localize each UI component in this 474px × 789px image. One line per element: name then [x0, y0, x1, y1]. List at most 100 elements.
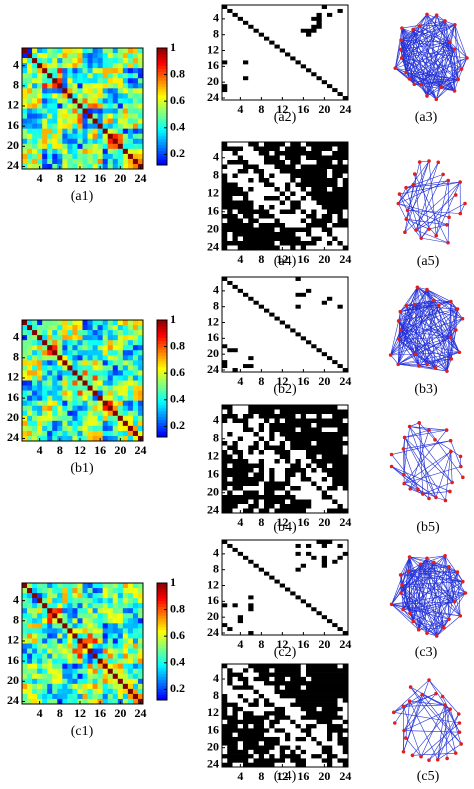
cell [321, 540, 328, 545]
cell [52, 430, 58, 437]
cell [112, 425, 119, 432]
cell [285, 348, 291, 353]
cell [258, 200, 265, 206]
cell [342, 218, 349, 224]
cell [82, 93, 88, 99]
cell [237, 72, 244, 77]
node [411, 183, 416, 187]
cell [253, 227, 260, 233]
cell [92, 593, 98, 599]
cell [227, 288, 233, 294]
cell [290, 196, 296, 201]
cell [107, 370, 114, 376]
edge [395, 67, 422, 85]
cell [295, 209, 302, 215]
cell [279, 205, 286, 210]
cell [290, 56, 296, 61]
cell [37, 58, 43, 64]
cell [117, 335, 124, 341]
cell [269, 44, 275, 49]
cell [137, 48, 144, 54]
cell [306, 241, 312, 246]
cell [321, 76, 328, 81]
cell [32, 108, 38, 114]
cell [264, 436, 270, 442]
cell [112, 613, 119, 619]
colorbar-step [157, 150, 167, 154]
cell [243, 352, 249, 357]
cell [227, 348, 233, 353]
cell [42, 430, 48, 437]
cell [248, 40, 254, 45]
cell [112, 330, 119, 336]
cell [306, 543, 312, 549]
cell [87, 123, 93, 129]
cell [82, 678, 88, 685]
cell [269, 32, 275, 37]
cell [264, 5, 270, 10]
node [401, 447, 406, 451]
cell [248, 200, 254, 206]
cell [342, 200, 349, 206]
cell [332, 160, 338, 165]
cell [237, 364, 244, 369]
cell [269, 68, 275, 73]
cell [122, 123, 129, 129]
cell [342, 76, 349, 81]
edge [426, 14, 442, 88]
cell [117, 663, 124, 670]
x-tick-label: 12 [276, 374, 288, 388]
cell [42, 628, 48, 634]
cell [253, 441, 260, 446]
node [436, 160, 441, 165]
cell [300, 441, 307, 446]
cell [279, 300, 286, 306]
node [400, 26, 404, 30]
cell [42, 123, 48, 129]
cell [332, 16, 338, 22]
cell [132, 658, 139, 664]
cell [300, 551, 307, 557]
cell [237, 155, 244, 161]
colorbar: 10.80.60.40.2 [156, 40, 185, 166]
cell [237, 405, 244, 410]
cell [316, 427, 323, 433]
cell [127, 653, 134, 659]
cell [337, 348, 344, 353]
cell [42, 385, 48, 391]
cell [279, 218, 286, 224]
cell [22, 148, 28, 155]
cell [300, 499, 307, 505]
cell [102, 663, 109, 670]
cell [67, 163, 73, 170]
cell [285, 432, 291, 437]
cell [237, 200, 244, 206]
cell [285, 56, 291, 61]
node [441, 172, 445, 177]
cell [253, 151, 260, 156]
cell [295, 155, 302, 161]
cell [264, 169, 270, 174]
cell [117, 598, 124, 604]
cell [253, 200, 260, 206]
colorbar-step [157, 97, 167, 102]
edge [409, 426, 447, 431]
edge [417, 287, 440, 306]
cell [332, 205, 338, 210]
colorbar-step [157, 413, 167, 418]
cell [332, 486, 338, 491]
cell [107, 345, 114, 351]
cell [222, 218, 228, 224]
cell [300, 12, 307, 18]
cell [321, 196, 328, 201]
cell [47, 415, 53, 422]
cell [37, 395, 43, 401]
cell [232, 324, 239, 329]
cell [97, 410, 103, 417]
cell [243, 477, 249, 482]
cell [243, 328, 249, 333]
cell [342, 20, 349, 26]
cell [279, 16, 286, 22]
cell [132, 330, 139, 336]
cell [127, 663, 134, 670]
